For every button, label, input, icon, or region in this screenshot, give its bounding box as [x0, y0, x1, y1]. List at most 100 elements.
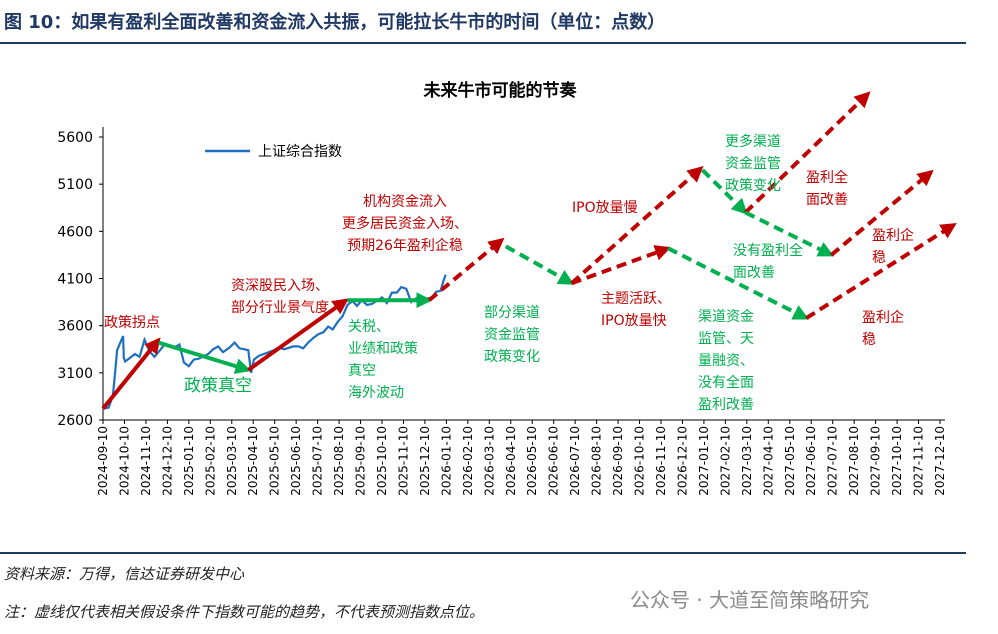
- annotation-profit-stable-2: 稳: [862, 332, 876, 348]
- annotation-channel-financing: 量融资、: [698, 353, 754, 369]
- x-tick-label: 2026-11-10: [654, 426, 668, 496]
- annotation-partial-channels: 政策变化: [484, 348, 540, 365]
- annotation-channel-financing: 渠道资金: [698, 309, 754, 325]
- x-tick-label: 2024-10-10: [117, 426, 131, 496]
- x-tick-label: 2027-02-10: [718, 426, 732, 496]
- x-tick-label: 2024-09-10: [96, 426, 110, 496]
- annotation-more-channels: 资金监管: [725, 156, 781, 172]
- annotation-profit-stable: 盈利企: [872, 227, 914, 244]
- disclaimer-note: 注：虚线仅代表相关假设条件下指数可能的趋势，不代表预测指数点位。: [4, 603, 485, 621]
- down-trend-arrow: [701, 168, 748, 215]
- x-tick-label: 2027-11-10: [912, 426, 926, 496]
- x-tick-label: 2026-09-10: [611, 426, 625, 496]
- x-tick-label: 2024-11-10: [139, 426, 153, 496]
- bottom-rule: [0, 552, 966, 554]
- annotation-tariff: 关税、: [348, 319, 390, 335]
- annotation-partial-channels: 资金监管: [484, 327, 540, 343]
- annotation-institution-inflow: 预期26年盈利企稳: [347, 237, 463, 254]
- watermark: 公众号 · 大道至简策略研究: [630, 588, 870, 612]
- annotation-tariff: 业绩和政策: [348, 340, 418, 357]
- up-trend-arrow: [570, 166, 704, 285]
- x-tick-label: 2025-10-10: [375, 426, 389, 496]
- x-tick-label: 2025-06-10: [289, 426, 303, 496]
- x-tick-label: 2027-01-10: [697, 426, 711, 496]
- annotation-more-channels: 更多渠道: [725, 133, 781, 150]
- x-tick-label: 2027-10-10: [890, 426, 904, 496]
- x-tick-label: 2025-05-10: [268, 426, 282, 496]
- y-tick-label: 3600: [57, 319, 93, 335]
- annotation-theme-active: IPO放量快: [601, 313, 667, 329]
- legend-label: 上证综合指数: [258, 144, 342, 160]
- annotation-profit-stable-2: 盈利企: [862, 309, 904, 326]
- x-tick-label: 2025-03-10: [225, 426, 239, 496]
- x-tick-label: 2026-07-10: [568, 426, 582, 496]
- up-trend-arrow: [744, 91, 871, 214]
- annotation-channel-financing: 盈利改善: [698, 397, 754, 413]
- up-trend-arrow: [805, 223, 957, 320]
- x-tick-label: 2025-11-10: [396, 426, 410, 496]
- x-tick-label: 2026-03-10: [482, 426, 496, 496]
- annotation-more-channels: 政策变化: [725, 177, 781, 194]
- x-tick-label: 2026-04-10: [504, 426, 518, 496]
- annotation-theme-active: 主题活跃、: [601, 291, 671, 307]
- annotation-policy-turn: 政策拐点: [104, 314, 160, 331]
- up-trend-arrow: [101, 337, 161, 410]
- annotation-profit-stable: 稳: [872, 250, 886, 266]
- x-tick-label: 2025-02-10: [203, 426, 217, 496]
- x-tick-label: 2025-09-10: [354, 426, 368, 496]
- down-trend-arrow: [158, 340, 252, 374]
- annotation-no-profit-full: 没有盈利全: [733, 242, 803, 259]
- x-tick-label: 2024-12-10: [160, 426, 174, 496]
- annotation-profit-full: 面改善: [806, 192, 848, 208]
- y-tick-label: 5100: [57, 177, 93, 193]
- annotation-no-profit-full: 面改善: [733, 265, 775, 281]
- x-tick-label: 2025-04-10: [246, 426, 260, 496]
- x-tick-label: 2026-10-10: [633, 426, 647, 496]
- y-tick-label: 3100: [57, 366, 93, 382]
- title-rule: [0, 42, 966, 44]
- x-tick-label: 2027-05-10: [783, 426, 797, 496]
- x-tick-label: 2025-12-10: [418, 426, 432, 496]
- x-tick-label: 2025-01-10: [182, 426, 196, 496]
- down-trend-arrow: [504, 244, 575, 285]
- annotation-institution-inflow: 更多居民资金入场、: [342, 215, 468, 232]
- x-tick-label: 2027-07-10: [826, 426, 840, 496]
- annotation-investors-enter: 部分行业景气度: [231, 300, 329, 316]
- annotation-investors-enter: 资深股民入场、: [231, 278, 329, 294]
- annotation-tariff: 海外波动: [348, 385, 404, 401]
- x-tick-label: 2026-05-10: [525, 426, 539, 496]
- x-tick-label: 2026-01-10: [439, 426, 453, 496]
- x-tick-label: 2025-08-10: [332, 426, 346, 496]
- legend: 上证综合指数: [205, 144, 342, 160]
- up-trend-arrow: [247, 298, 349, 372]
- x-tick-label: 2027-09-10: [869, 426, 883, 496]
- x-tick-label: 2026-06-10: [547, 426, 561, 496]
- x-tick-label: 2025-07-10: [311, 426, 325, 496]
- y-tick-label: 5600: [57, 130, 93, 146]
- annotation-profit-full: 盈利全: [806, 169, 848, 186]
- figure-title: 图 10：如果有盈利全面改善和资金流入共振，可能拉长牛市的时间（单位：点数）: [4, 12, 666, 33]
- source-note: 资料来源：万得，信达证券研发中心: [4, 565, 245, 583]
- y-tick-label: 2600: [57, 413, 93, 429]
- up-trend-arrow: [570, 245, 672, 286]
- annotation-channel-financing: 没有全面: [698, 374, 754, 391]
- chart: 未来牛市可能的节奏 2600 3100 3600 4100 4600 5100 5600 20…: [57, 80, 957, 496]
- up-trend-arrow: [830, 169, 934, 257]
- x-tick-label: 2026-08-10: [590, 426, 604, 496]
- x-tick-label: 2026-12-10: [675, 426, 689, 496]
- down-trend-arrow: [667, 246, 810, 320]
- x-tick-label: 2027-04-10: [761, 426, 775, 496]
- annotation-institution-inflow: 机构资金流入: [363, 194, 447, 210]
- chart-title: 未来牛市可能的节奏: [423, 80, 578, 101]
- x-tick-label: 2027-03-10: [740, 426, 754, 496]
- x-tick-label: 2027-08-10: [847, 426, 861, 496]
- y-tick-label: 4600: [57, 224, 93, 240]
- x-tick-label: 2027-06-10: [804, 426, 818, 496]
- annotation-partial-channels: 部分渠道: [484, 305, 540, 321]
- x-tick-label: 2027-12-10: [933, 426, 947, 496]
- x-tick-label: 2026-02-10: [461, 426, 475, 496]
- annotation-tariff: 真空: [348, 363, 376, 379]
- annotation-ipo-slow: IPO放量慢: [572, 199, 638, 216]
- annotation-policy-vacuum: 政策真空: [184, 376, 252, 396]
- annotation-channel-financing: 监管、天: [698, 331, 754, 347]
